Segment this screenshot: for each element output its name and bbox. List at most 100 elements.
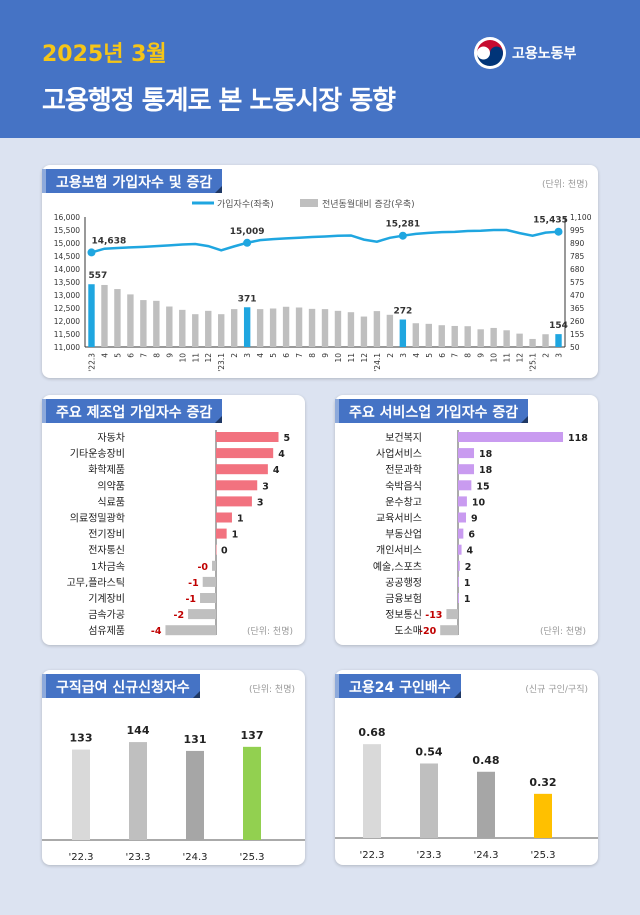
- bar: [216, 432, 279, 442]
- right-tick-label: 995: [570, 226, 585, 235]
- bar-yoy-change: [269, 308, 277, 347]
- x-tick-label: 2: [230, 353, 239, 358]
- services-chart: 보건복지 118 사업서비스 18 전문과학 18 숙박음식 15 운수창고 10 교육서비스 9 부동…: [373, 430, 588, 637]
- bar-yoy-change: [334, 310, 342, 347]
- x-tick-label: 10: [178, 353, 187, 363]
- bar: [165, 625, 216, 636]
- bar-yoy-change: [243, 307, 251, 347]
- bar: [446, 609, 458, 620]
- card-benefit-claims: 구직급여 신규신청자수 (단위: 천명) 133 '22.3 144 '23.3 131…: [42, 670, 305, 865]
- bar: [216, 448, 274, 459]
- data-label: 1: [232, 530, 239, 541]
- insured-line: [91, 228, 559, 254]
- report-date: 2025년 3월: [42, 42, 167, 67]
- bar-yoy-change: [477, 329, 484, 347]
- data-label: -1: [185, 594, 196, 605]
- card-title: 고용24 구인배수: [335, 674, 461, 698]
- x-tick-label: 5: [269, 353, 278, 358]
- left-tick-label: 11,000: [54, 343, 80, 352]
- data-label: 133: [70, 732, 93, 745]
- data-label: 4: [467, 546, 474, 557]
- x-tick-label: 6: [438, 353, 447, 358]
- left-tick-label: 13,500: [54, 278, 80, 287]
- x-tick-label: 6: [126, 353, 135, 358]
- x-tick-label: 5: [425, 353, 434, 358]
- right-tick-label: 260: [570, 317, 585, 326]
- bar: [458, 480, 472, 491]
- category-label: 전자통신: [88, 545, 125, 557]
- bar-yoy-change: [230, 309, 238, 347]
- bar-yoy-change: [308, 308, 316, 347]
- x-tick-label: 10: [334, 353, 343, 363]
- data-label: 5: [284, 433, 291, 444]
- bar-yoy-change: [321, 309, 329, 347]
- category-label: 화학제품: [88, 464, 125, 476]
- bar: [420, 763, 438, 838]
- category-label: 의약품: [97, 480, 125, 492]
- data-label: 9: [471, 514, 478, 525]
- line-marker: [554, 227, 563, 236]
- x-tick-label: 6: [282, 353, 291, 358]
- left-tick-label: 15,000: [54, 239, 80, 248]
- bar-data-label: 557: [88, 271, 107, 281]
- category-label: 사업서비스: [376, 447, 422, 460]
- line-data-label: 15,435: [533, 216, 568, 226]
- line-data-label: 15,281: [385, 220, 420, 230]
- bar-data-label: 272: [393, 307, 412, 317]
- bar: [363, 744, 381, 838]
- data-label: 6: [468, 530, 475, 541]
- bar: [458, 544, 462, 555]
- x-tick-label: 9: [477, 353, 486, 358]
- line-data-label: 15,009: [230, 227, 265, 237]
- unit-label: (신규 구인/구직): [525, 685, 588, 695]
- x-tick-label: 4: [256, 353, 265, 358]
- bar-yoy-change: [412, 323, 420, 347]
- legend-bar-swatch: [300, 199, 318, 207]
- legend-label: 가입자수(좌축): [217, 198, 274, 210]
- right-tick-label: 1,100: [570, 213, 592, 222]
- data-label: 1: [237, 514, 244, 525]
- taegeuk-emblem-icon: [474, 37, 506, 69]
- data-label: 0.68: [358, 726, 385, 739]
- data-label: 1: [464, 578, 471, 589]
- card-manufacturing: 주요 제조업 가입자수 증감 (단위: 천명) 자동차 5 기타운송장비 4 화학제품 4…: [42, 395, 305, 645]
- logo-text: 고용노동부: [512, 46, 577, 62]
- category-label: 전기장비: [88, 529, 125, 541]
- unit-label: (단위: 천명): [539, 627, 586, 637]
- category-label: 기계장비: [88, 593, 125, 605]
- bar-yoy-change: [347, 312, 355, 347]
- bar-yoy-change: [218, 314, 225, 347]
- left-tick-label: 12,500: [54, 304, 80, 313]
- category-label: 자동차: [97, 432, 125, 444]
- left-tick-label: 13,000: [54, 291, 80, 300]
- x-tick-label: '22.3: [87, 353, 96, 372]
- data-label: 4: [278, 449, 285, 460]
- category-label: '24.3: [473, 850, 498, 861]
- data-label: 4: [273, 465, 280, 476]
- data-label: -4: [151, 626, 162, 637]
- category-label: '23.3: [416, 850, 441, 861]
- right-tick-label: 785: [570, 252, 585, 261]
- card-title: 주요 제조업 가입자수 증감: [42, 399, 223, 423]
- bar-yoy-change: [360, 316, 368, 347]
- category-label: 숙박음식: [385, 480, 422, 492]
- manufacturing-chart: 자동차 5 기타운송장비 4 화학제품 4 의약품 3 식료품 3 의료정밀광학 1 전기장비 1 전자통신…: [67, 430, 291, 637]
- data-label: 2: [465, 562, 472, 573]
- category-label: 기타운송장비: [70, 448, 125, 460]
- data-label: 1: [464, 594, 471, 605]
- right-tick-label: 890: [570, 239, 585, 248]
- bar: [458, 560, 460, 571]
- data-label: -20: [419, 626, 437, 637]
- bar-yoy-change: [114, 289, 121, 347]
- x-tick-label: 8: [152, 353, 161, 358]
- line-marker: [87, 248, 96, 257]
- bar: [186, 750, 204, 840]
- bar-yoy-change: [88, 284, 95, 347]
- bar: [216, 496, 252, 507]
- card-title: 주요 서비스업 가입자수 증감: [335, 399, 529, 423]
- x-tick-label: 7: [139, 353, 148, 358]
- bar-yoy-change: [295, 307, 303, 347]
- data-label: 0: [221, 546, 228, 557]
- category-label: 식료품: [97, 496, 125, 508]
- category-label: 부동산업: [385, 528, 422, 541]
